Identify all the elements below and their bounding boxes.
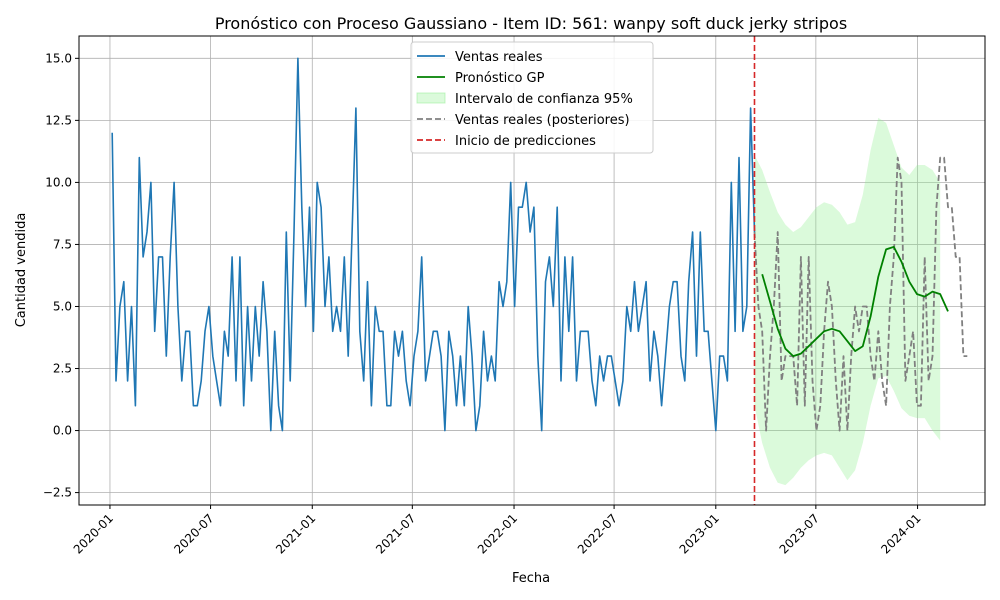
legend-swatch bbox=[416, 92, 446, 104]
x-tick-label: 2021-01 bbox=[273, 511, 318, 556]
legend-label: Intervalo de confianza 95% bbox=[455, 92, 633, 107]
x-tick-label: 2021-07 bbox=[373, 511, 418, 556]
x-tick-label: 2022-01 bbox=[475, 511, 520, 556]
y-tick-label: 12.5 bbox=[45, 113, 72, 127]
y-tick-label: 7.5 bbox=[53, 237, 72, 251]
x-tick-label: 2020-07 bbox=[171, 511, 216, 556]
series-line-pronostico-gp bbox=[761, 245, 949, 358]
legend-box bbox=[410, 41, 654, 154]
y-tick-label: 0.0 bbox=[53, 424, 72, 438]
legend-label: Ventas reales bbox=[455, 50, 543, 65]
x-tick-label: 2023-01 bbox=[677, 511, 722, 556]
legend-label: Inicio de predicciones bbox=[455, 134, 596, 149]
x-axis-ticks: 2020-01 2020-07 2021-01 2021-07 2022-01 2022-… bbox=[71, 505, 924, 557]
x-tick-label: 2022-07 bbox=[575, 511, 620, 556]
x-axis-label: Fecha bbox=[512, 571, 550, 586]
x-tick-label: 2024-01 bbox=[878, 511, 923, 556]
plot-frame bbox=[78, 35, 986, 506]
y-tick-label: −2.5 bbox=[43, 486, 72, 500]
series-line-ventas-reales bbox=[111, 57, 756, 432]
y-axis-label: Cantidad vendida bbox=[14, 213, 29, 328]
y-tick-label: 15.0 bbox=[45, 51, 72, 65]
chart-title: Pronóstico con Proceso Gaussiano - Item … bbox=[215, 14, 847, 33]
confidence-band-layer bbox=[754, 117, 941, 486]
legend-label: Pronóstico GP bbox=[455, 71, 545, 86]
y-tick-label: 10.0 bbox=[45, 175, 72, 189]
confidence-band bbox=[754, 117, 941, 486]
y-axis-ticks: −2.5 0.0 2.5 5.0 7.5 10.0 12.5 15.0 bbox=[43, 51, 79, 500]
x-tick-label: 2020-01 bbox=[71, 511, 116, 556]
series-line-ventas-posteriores bbox=[753, 156, 968, 432]
y-tick-label: 2.5 bbox=[53, 362, 72, 376]
legend-label: Ventas reales (posteriores) bbox=[455, 113, 630, 128]
y-tick-label: 5.0 bbox=[53, 299, 72, 313]
x-tick-label: 2023-07 bbox=[777, 511, 822, 556]
series-lines-layer bbox=[111, 36, 968, 505]
legend: Ventas reales Pronóstico GP Intervalo de c… bbox=[410, 41, 654, 154]
